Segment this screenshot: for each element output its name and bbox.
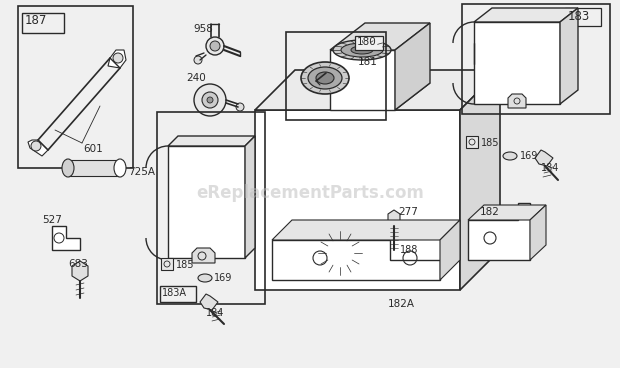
Polygon shape [560,8,578,104]
Polygon shape [255,70,500,110]
Text: 180: 180 [357,37,377,47]
Bar [286,32,386,120]
Polygon shape [474,22,560,104]
Circle shape [207,97,213,103]
Text: 527: 527 [42,215,62,225]
Text: 187: 187 [25,14,47,26]
Circle shape [318,231,362,275]
Text: 240: 240 [186,73,206,83]
Text: 683: 683 [68,259,88,269]
Ellipse shape [62,159,74,177]
Polygon shape [468,205,546,220]
Bar [68,160,120,176]
Circle shape [206,37,224,55]
Bar [466,136,478,148]
Circle shape [194,84,226,116]
Ellipse shape [198,274,212,282]
Text: 183A: 183A [162,288,187,298]
Text: 184: 184 [541,163,559,173]
Text: 188: 188 [400,245,419,255]
Polygon shape [330,83,430,110]
Polygon shape [72,261,88,281]
Polygon shape [440,220,460,280]
Text: 184: 184 [206,308,224,318]
Polygon shape [474,8,578,22]
Circle shape [113,53,123,63]
Circle shape [236,103,244,111]
Ellipse shape [503,152,517,160]
Polygon shape [168,136,255,146]
Polygon shape [52,226,80,250]
Circle shape [334,247,346,259]
Bar [22,13,64,33]
Ellipse shape [114,159,126,177]
Polygon shape [508,94,526,108]
Polygon shape [395,23,430,110]
Text: 181: 181 [358,57,378,67]
Ellipse shape [333,40,391,60]
Polygon shape [388,210,400,226]
Circle shape [210,41,220,51]
Ellipse shape [351,46,373,54]
Text: eReplacementParts.com: eReplacementParts.com [196,184,424,202]
Text: 725A: 725A [128,167,155,177]
Polygon shape [200,294,218,310]
Polygon shape [272,220,460,240]
Ellipse shape [301,62,349,94]
Polygon shape [330,23,430,50]
Text: 182A: 182A [388,299,415,309]
Bar [161,258,173,270]
Circle shape [326,239,354,267]
Polygon shape [245,136,255,258]
Circle shape [194,56,202,64]
Text: 182: 182 [480,207,500,217]
Ellipse shape [341,43,383,57]
Text: 185: 185 [481,138,500,148]
Bar [565,8,601,26]
Polygon shape [272,240,440,280]
Text: 601: 601 [83,144,103,154]
Bar [18,6,133,168]
Circle shape [202,92,218,108]
Polygon shape [192,248,215,263]
Polygon shape [535,150,553,166]
Text: 183: 183 [568,10,590,22]
Bar [157,112,265,304]
Text: 169: 169 [520,151,538,161]
Text: 185: 185 [176,260,195,270]
Polygon shape [168,146,245,258]
Bar [462,4,610,114]
Ellipse shape [308,67,342,89]
Text: 169: 169 [214,273,232,283]
Polygon shape [468,203,530,260]
Ellipse shape [316,72,334,84]
Polygon shape [530,205,546,260]
Polygon shape [108,50,126,68]
Bar [160,286,196,302]
Polygon shape [330,50,395,110]
Text: 277: 277 [398,207,418,217]
Polygon shape [28,140,48,156]
Bar [355,36,383,50]
Polygon shape [460,70,500,290]
Polygon shape [255,110,460,290]
Text: 958: 958 [193,24,213,34]
Circle shape [31,141,41,151]
